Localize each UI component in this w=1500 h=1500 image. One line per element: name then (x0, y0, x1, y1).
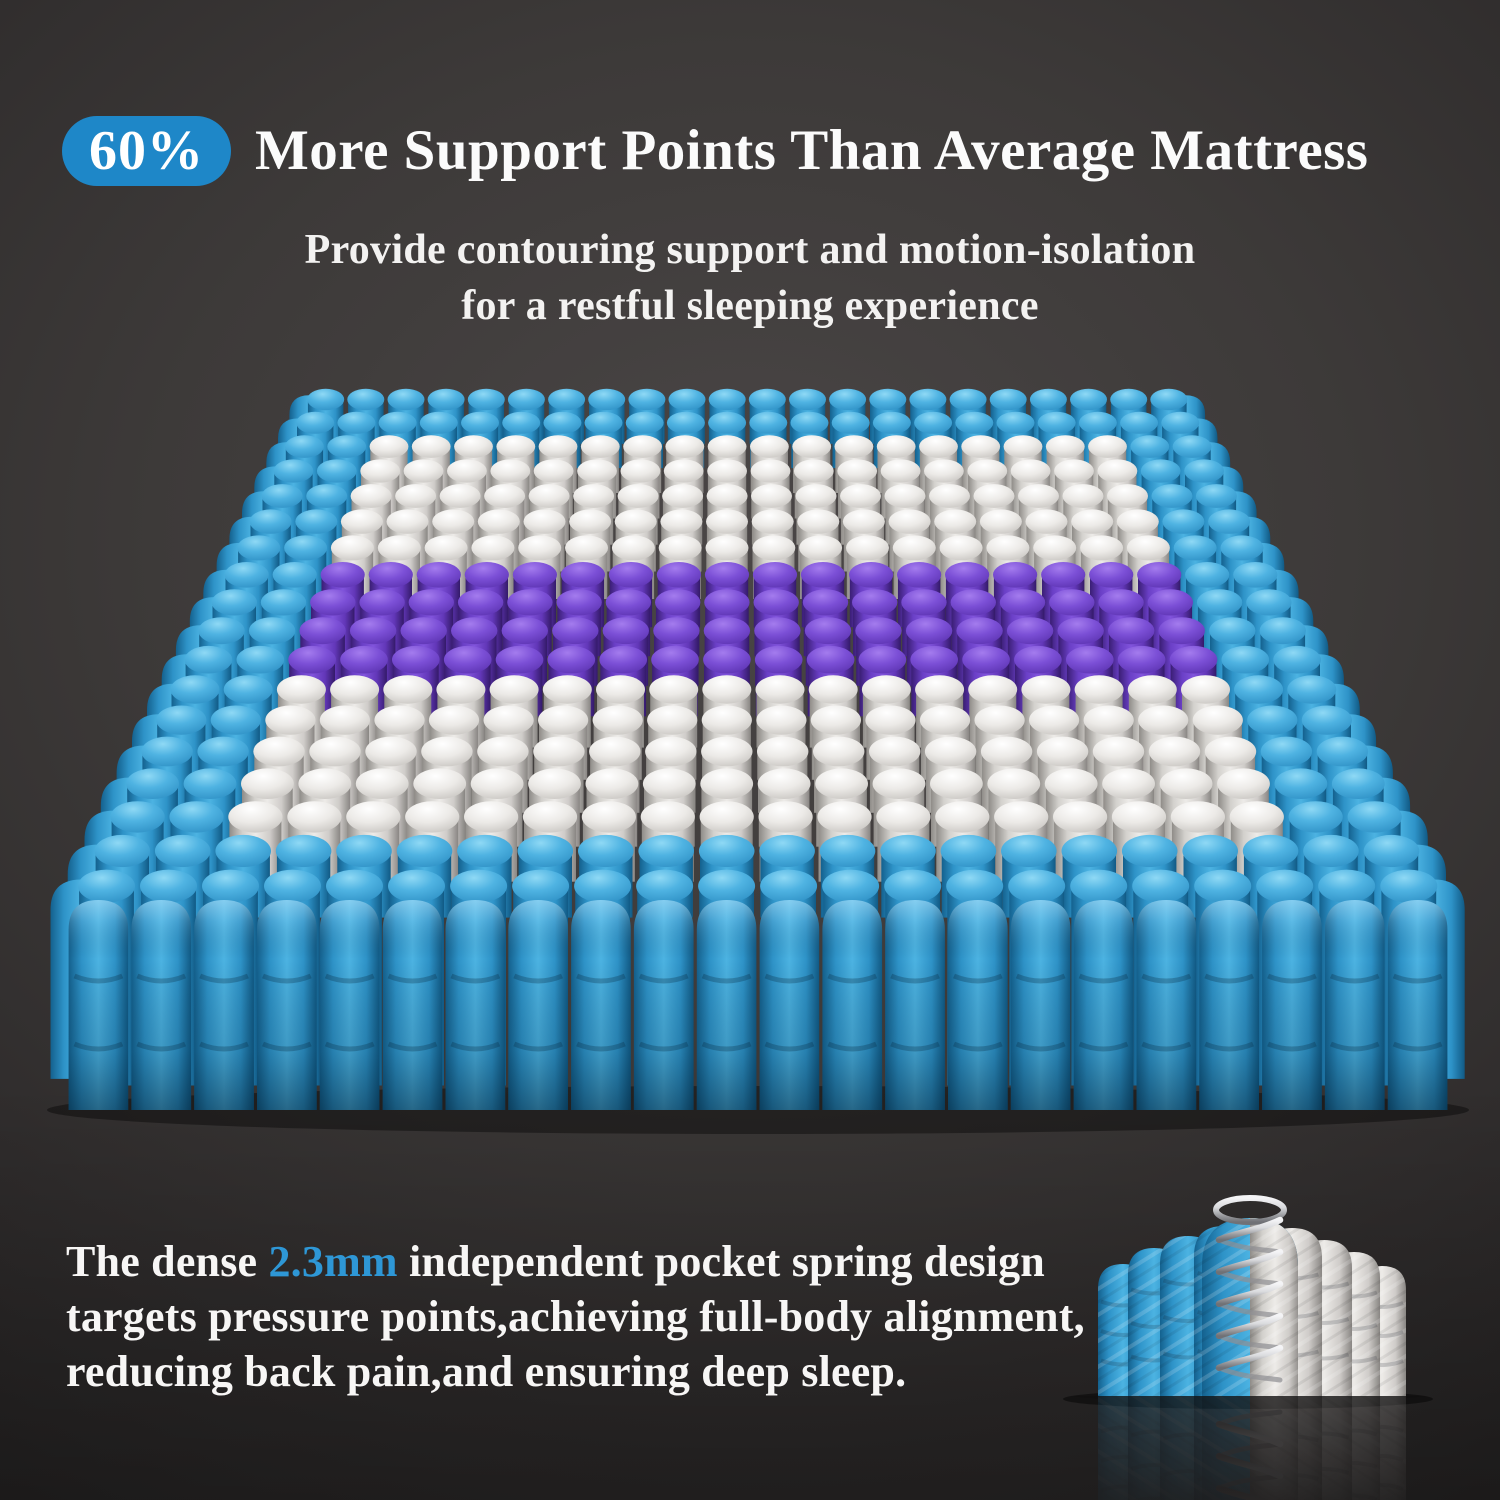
subtitle-line-2: for a restful sleeping experience (461, 283, 1039, 330)
description-prefix: The dense (66, 1237, 269, 1286)
subtitle: Provide contouring support and motion-is… (0, 222, 1500, 335)
description-highlight: 2.3mm (268, 1237, 398, 1286)
description: The dense 2.3mm independent pocket sprin… (66, 1234, 1086, 1399)
spring-cluster (1063, 1195, 1433, 1409)
percent-badge: 60% (62, 116, 231, 186)
spring-cluster-reflection (1063, 1383, 1433, 1500)
header: 60% More Support Points Than Average Mat… (62, 116, 1460, 186)
description-suffix: independent pocket spring design (397, 1237, 1045, 1286)
description-line-1: The dense 2.3mm independent pocket sprin… (66, 1234, 1086, 1289)
percent-badge-label: 60% (89, 120, 204, 182)
page-title: More Support Points Than Average Mattres… (255, 119, 1369, 183)
description-line-2: targets pressure points,achieving full-b… (66, 1292, 1085, 1341)
description-line-3: reducing back pain,and ensuring deep sle… (66, 1347, 907, 1396)
subtitle-line-1: Provide contouring support and motion-is… (304, 227, 1196, 273)
